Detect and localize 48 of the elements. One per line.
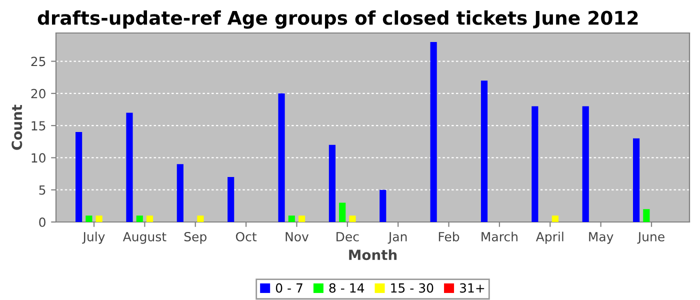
x-tick-label: Dec	[336, 232, 359, 242]
bar	[176, 164, 184, 222]
bar	[532, 106, 538, 222]
legend-label: 31+	[460, 283, 484, 293]
bar	[126, 112, 133, 222]
bar	[632, 138, 640, 222]
x-tick-label: August	[122, 232, 166, 244]
x-tick-label: Jan	[388, 232, 407, 244]
x-tick-label: May	[589, 232, 614, 244]
bar	[288, 216, 295, 222]
x-tick-label: July	[82, 232, 105, 244]
y-tick-label: 10	[32, 153, 46, 163]
bar	[278, 93, 285, 222]
x-tick-label: Oct	[236, 232, 257, 242]
bar	[136, 216, 143, 222]
legend-label: 15 - 30	[391, 283, 434, 293]
bar	[328, 144, 336, 222]
bar	[146, 216, 154, 222]
bar	[96, 216, 102, 222]
legend-label: 0 - 7	[276, 283, 302, 293]
x-tick-label: June	[637, 232, 664, 244]
bar	[480, 80, 488, 222]
y-tick-label: 20	[31, 88, 46, 98]
y-tick-label: 25	[31, 56, 46, 66]
bar	[86, 216, 92, 222]
x-axis-title: Month	[349, 249, 397, 260]
bar	[228, 177, 234, 222]
legend-label: 8 - 14	[329, 283, 364, 293]
y-tick-label: 0	[39, 217, 46, 227]
bar	[76, 132, 82, 222]
bar	[197, 216, 204, 222]
x-tick-label: April	[536, 232, 564, 244]
bar	[349, 216, 356, 222]
bar	[582, 106, 589, 222]
bar	[380, 190, 386, 222]
y-axis-title: Count	[12, 104, 22, 150]
bar	[430, 42, 437, 222]
y-tick-label: 15	[32, 121, 46, 130]
x-tick-label: March	[482, 232, 518, 242]
y-tick-label: 5	[39, 185, 46, 195]
bar	[643, 209, 650, 222]
bar	[339, 202, 346, 222]
bar	[552, 216, 558, 222]
bar	[298, 216, 306, 222]
x-tick-label: Nov	[286, 232, 309, 242]
chart-title: drafts-update-ref Age groups of closed tickets June 2012	[38, 10, 638, 29]
x-tick-label: Feb	[438, 232, 460, 242]
x-tick-label: Sep	[184, 232, 206, 244]
